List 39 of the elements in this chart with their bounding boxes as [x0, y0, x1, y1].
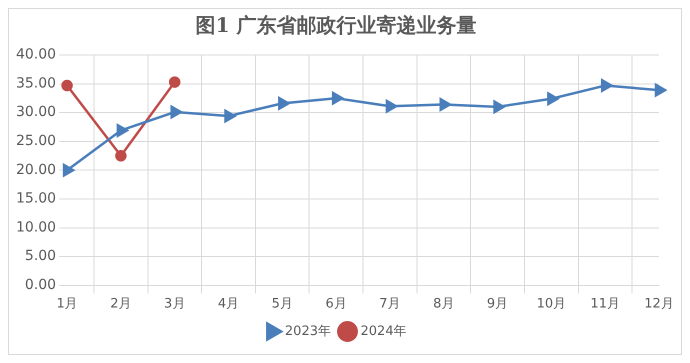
y-tick-label: 15.00 [16, 190, 56, 207]
y-tick-label: 0.00 [24, 277, 56, 294]
x-tick-label: 10月 [536, 296, 566, 312]
y-tick-label: 35.00 [16, 75, 56, 92]
y-tick-label: 30.00 [16, 104, 56, 120]
x-tick-label: 7月 [379, 296, 401, 312]
point [62, 164, 74, 177]
x-tick-label: 9月 [486, 296, 508, 312]
point [493, 100, 505, 114]
x-tick-label: 11月 [590, 296, 620, 312]
x-tick-label: 1月 [56, 296, 78, 312]
point [168, 76, 180, 88]
legend-label: 2023年 [284, 324, 332, 339]
point [278, 96, 290, 110]
x-tick-label: 3月 [164, 296, 186, 312]
x-tick-label: 6月 [325, 296, 347, 312]
point [547, 92, 559, 106]
point [224, 110, 236, 122]
chart-title: 图1 广东省邮政行业寄递业务量 [196, 13, 476, 38]
y-tick-label: 40.00 [16, 46, 56, 63]
point [116, 124, 128, 137]
point [440, 98, 452, 111]
y-tick-label: 10.00 [16, 219, 56, 236]
legend-label: 2024年 [360, 324, 407, 339]
point [170, 106, 182, 118]
x-tick-label: 8月 [433, 296, 454, 312]
x-tick-label: 12月 [644, 296, 674, 312]
y-tick-label: 5.00 [24, 248, 56, 264]
x-tick-label: 4月 [218, 296, 240, 312]
x-tick-label: 5月 [272, 296, 293, 312]
y-tick-label: 20.00 [16, 162, 56, 178]
point [115, 150, 127, 162]
x-tick-label: 2月 [110, 296, 132, 312]
point [332, 92, 344, 105]
point [61, 80, 73, 92]
point [654, 84, 666, 97]
point [600, 79, 612, 92]
point [386, 100, 398, 113]
y-tick-label: 25.00 [16, 133, 56, 150]
